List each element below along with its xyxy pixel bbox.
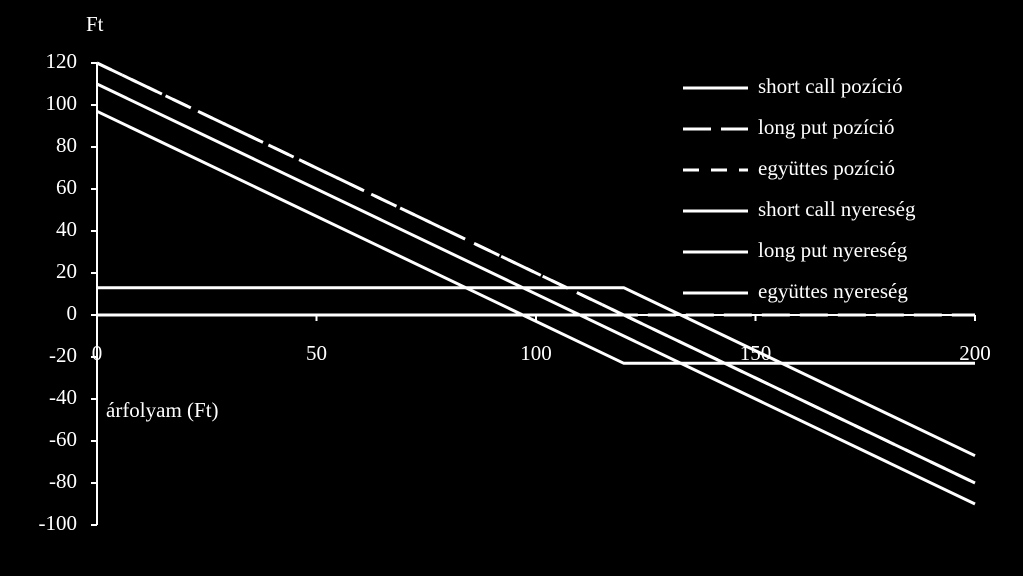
x-tick-label: 200 bbox=[959, 341, 991, 365]
x-tick-label: 0 bbox=[92, 341, 103, 365]
legend-label: long put pozíció bbox=[758, 115, 894, 139]
x-tick-label: 50 bbox=[306, 341, 327, 365]
y-axis-label: Ft bbox=[86, 12, 104, 36]
legend-label: együttes nyereség bbox=[758, 279, 908, 303]
y-tick-label: 80 bbox=[56, 133, 77, 157]
y-tick-label: -60 bbox=[49, 427, 77, 451]
y-tick-label: -100 bbox=[39, 511, 78, 535]
y-tick-label: 100 bbox=[46, 91, 78, 115]
legend-label: long put nyereség bbox=[758, 238, 908, 262]
series-line bbox=[96, 109, 975, 365]
legend-label: short call nyereség bbox=[758, 197, 916, 221]
series-line bbox=[97, 286, 976, 458]
y-tick-label: 20 bbox=[56, 259, 77, 283]
y-tick-label: 120 bbox=[46, 49, 78, 73]
x-tick-label: 100 bbox=[520, 341, 552, 365]
series-line bbox=[96, 61, 975, 317]
y-tick-label: -20 bbox=[49, 343, 77, 367]
legend-label: short call pozíció bbox=[758, 74, 903, 98]
y-tick-label: 60 bbox=[56, 175, 77, 199]
y-tick-label: 0 bbox=[67, 301, 78, 325]
y-tick-label: -80 bbox=[49, 469, 77, 493]
y-tick-label: -40 bbox=[49, 385, 77, 409]
series-line bbox=[96, 61, 976, 485]
series-line bbox=[96, 82, 976, 506]
x-axis-label: árfolyam (Ft) bbox=[106, 398, 219, 422]
legend-label: együttes pozíció bbox=[758, 156, 895, 180]
y-tick-label: 40 bbox=[56, 217, 77, 241]
